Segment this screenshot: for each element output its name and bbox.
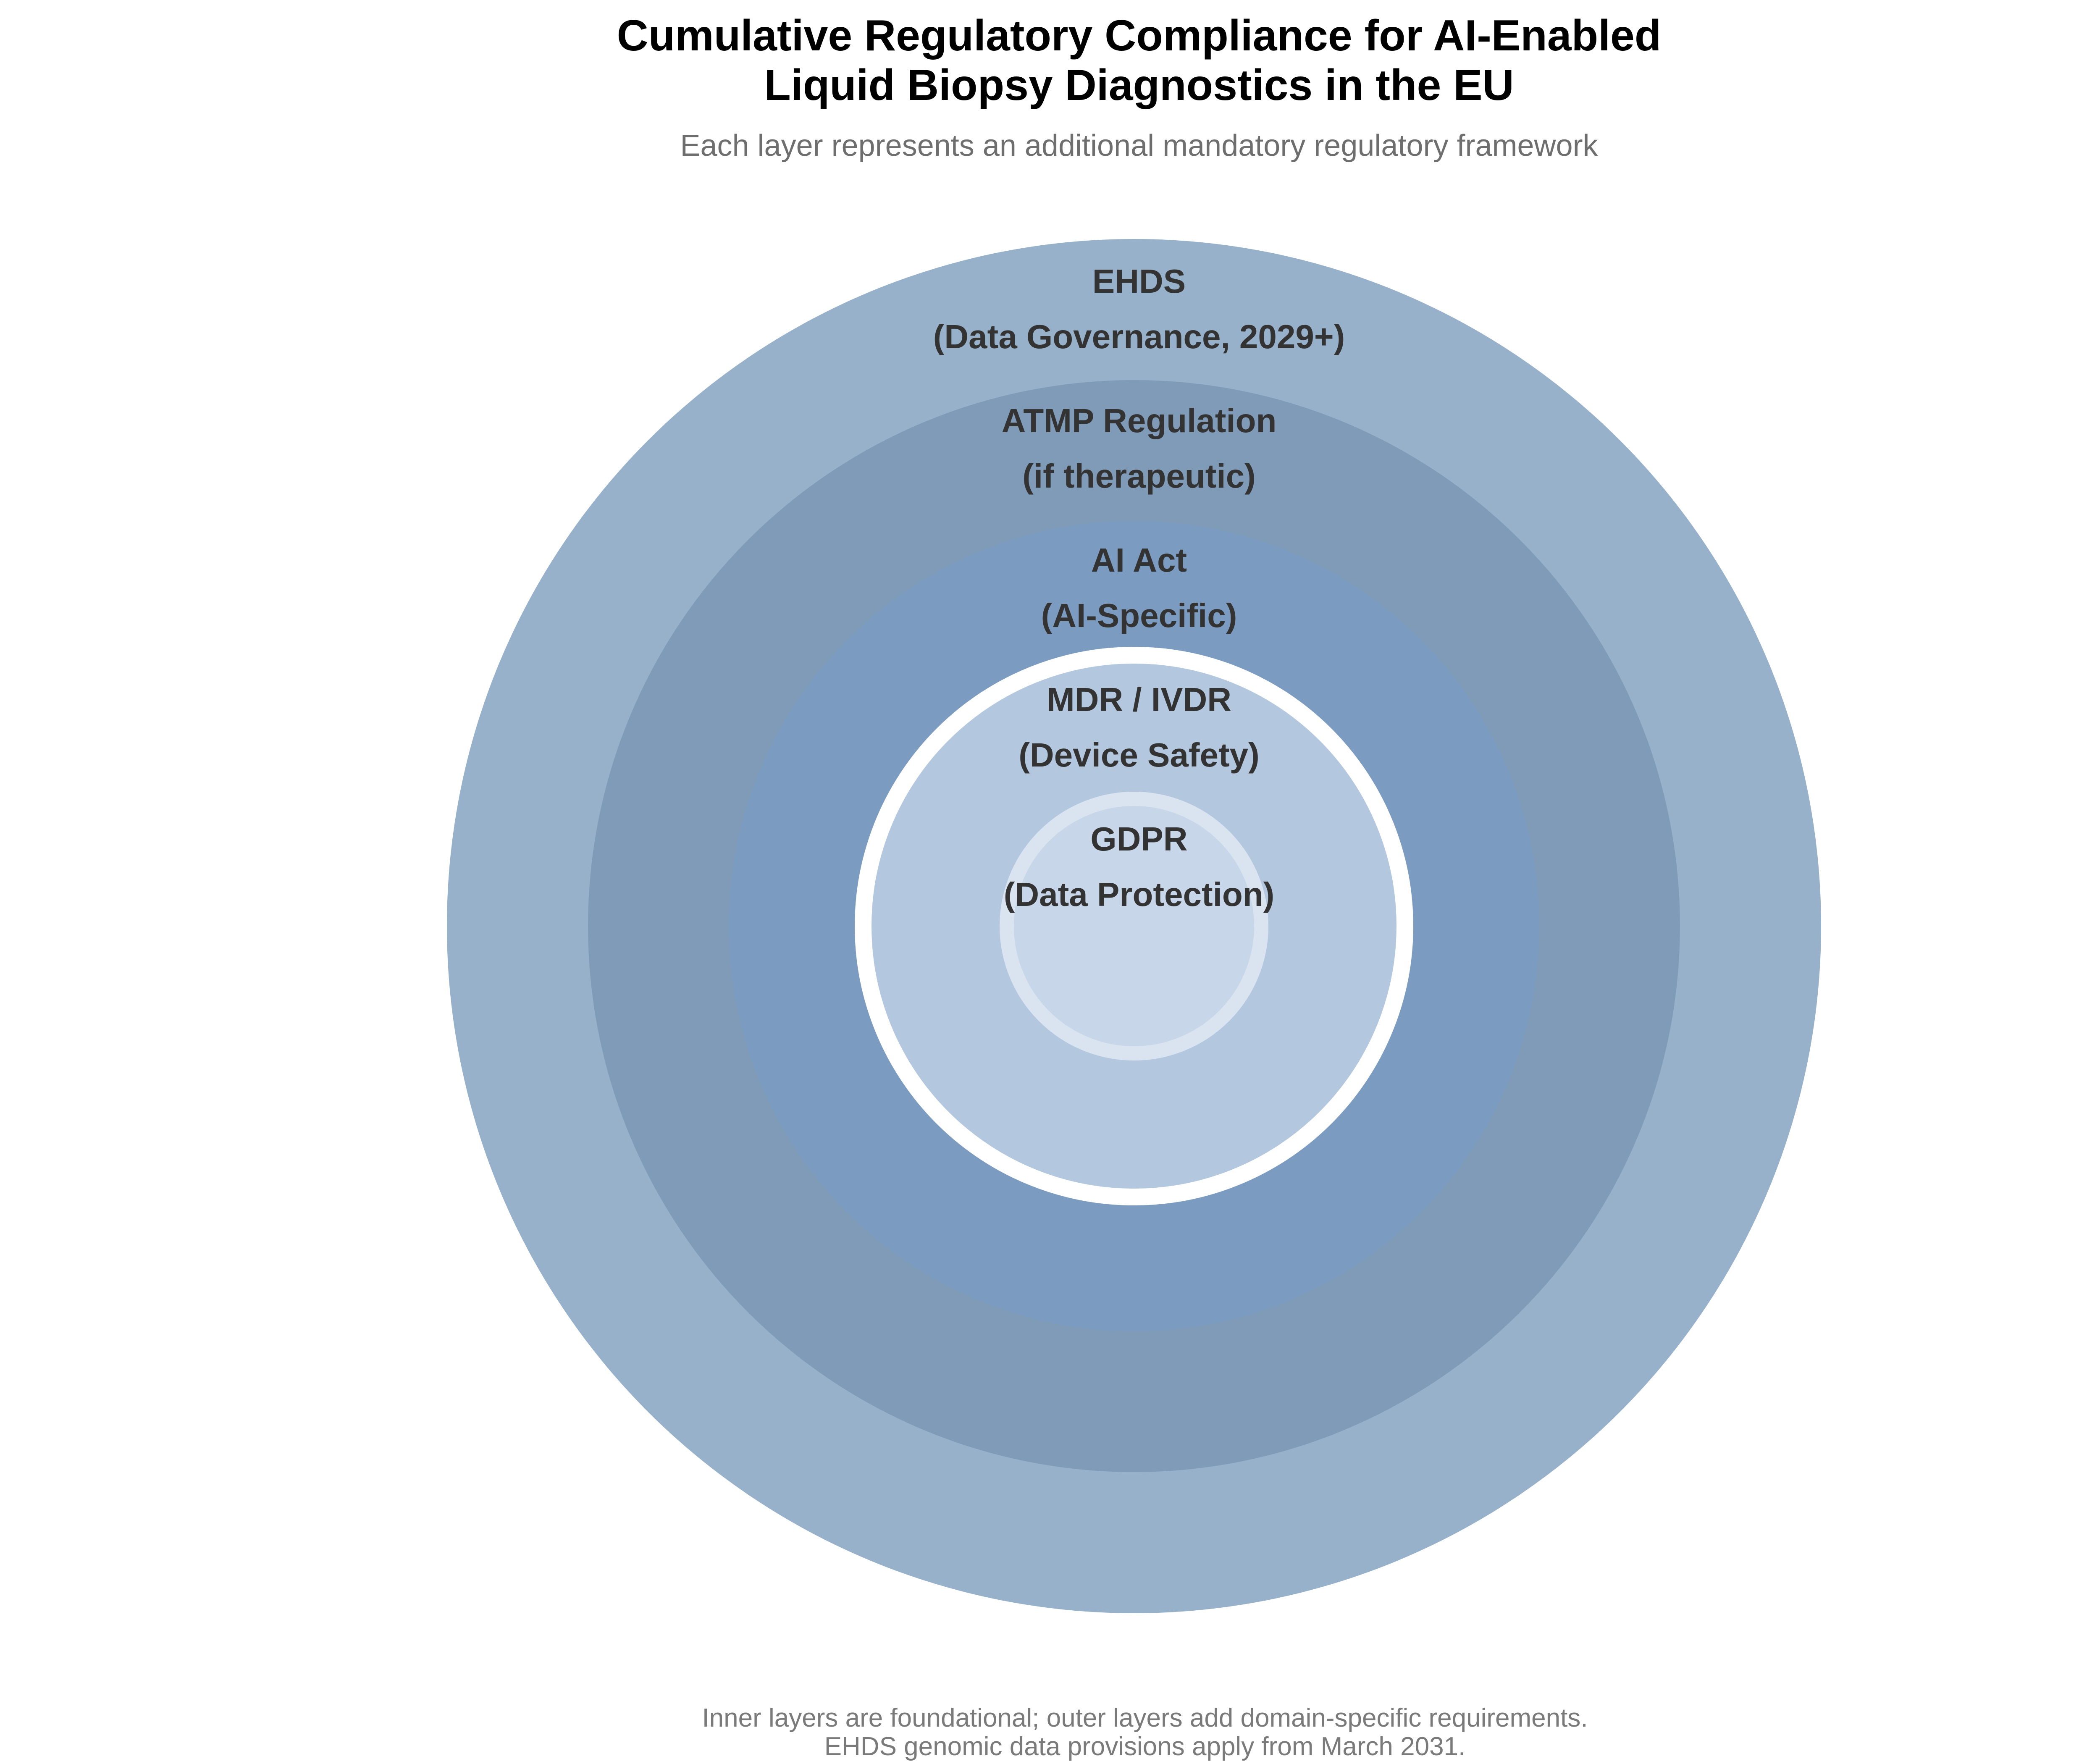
footer-block: Inner layers are foundational; outer lay…	[702, 1704, 1588, 1761]
title-block: Cumulative Regulatory Compliance for AI-…	[617, 11, 1662, 163]
ring-ehds-label: EHDS	[1092, 262, 1186, 300]
ring-mdr-ivdr-label: MDR / IVDR	[1047, 681, 1231, 718]
ring-atmp-sublabel: (if therapeutic)	[1022, 457, 1256, 495]
ring-ai-act-label: AI Act	[1091, 541, 1187, 579]
ring-gdpr-circle	[1000, 792, 1268, 1060]
ring-atmp-label: ATMP Regulation	[1002, 402, 1277, 439]
chart-title-line1: Cumulative Regulatory Compliance for AI-…	[617, 11, 1662, 60]
ring-gdpr-label: GDPR	[1090, 820, 1187, 858]
chart-subtitle: Each layer represents an additional mand…	[680, 129, 1598, 163]
ring-mdr-ivdr-sublabel: (Device Safety)	[1018, 736, 1260, 774]
footer-note-line1: Inner layers are foundational; outer lay…	[702, 1704, 1588, 1732]
ring-labels-group: EHDS (Data Governance, 2029+) ATMP Regul…	[933, 262, 1345, 913]
ring-ai-act-sublabel: (AI-Specific)	[1041, 597, 1237, 634]
footer-note-line2: EHDS genomic data provisions apply from …	[824, 1732, 1466, 1761]
ring-gdpr-sublabel: (Data Protection)	[1004, 876, 1275, 913]
rings-group	[447, 239, 1821, 1613]
chart-title-line2: Liquid Biopsy Diagnostics in the EU	[764, 61, 1514, 110]
ring-ehds-sublabel: (Data Governance, 2029+)	[933, 318, 1345, 355]
